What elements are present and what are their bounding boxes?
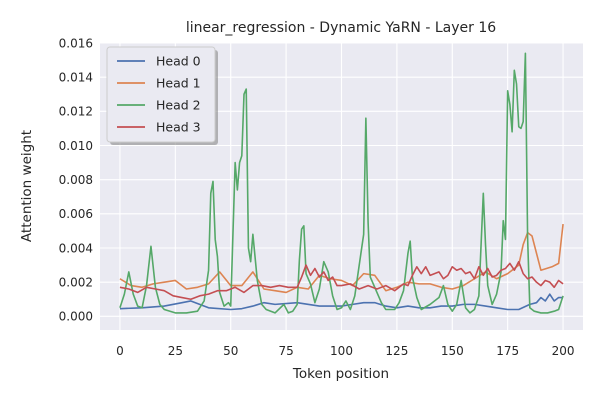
legend: Head 0 Head 1 Head 2 Head 3 [106,46,218,145]
x-axis-label: Token position [292,366,389,382]
x-tick-label: 25 [168,344,183,358]
series-lines [119,52,564,314]
y-tick-label: 0.000 [59,310,93,324]
x-tick-labels: 0 25 50 75 100 125 150 175 200 [116,344,574,358]
y-tick-label: 0.002 [59,275,93,289]
y-tick-label: 0.014 [59,70,93,84]
legend-items: Head 0 Head 1 Head 2 Head 3 [117,54,201,135]
legend-label-head-0: Head 0 [156,54,201,69]
series-line-head-1 [119,223,564,294]
y-tick-label: 0.016 [59,36,93,50]
y-tick-label: 0.012 [59,105,93,119]
chart-title: linear_regression - Dynamic YaRN - Layer… [186,20,496,36]
y-tick-label: 0.004 [59,241,93,255]
series-line-head-2 [119,52,564,314]
legend-label-head-2: Head 2 [156,98,201,113]
x-tick-label: 175 [496,344,519,358]
series-line-head-3 [119,260,564,301]
legend-label-head-3: Head 3 [156,120,201,135]
y-tick-label: 0.008 [59,173,93,187]
x-tick-label: 0 [116,344,124,358]
x-tick-label: 50 [223,344,238,358]
series-line-head-0 [119,293,564,311]
x-tick-label: 125 [385,344,408,358]
x-tick-label: 100 [330,344,353,358]
y-axis-label: Attention weight [19,130,35,242]
y-tick-label: 0.010 [59,139,93,153]
x-tick-label: 75 [278,344,293,358]
y-tick-label: 0.006 [59,207,93,221]
legend-box [106,46,216,143]
x-tick-label: 200 [552,344,575,358]
legend-label-head-1: Head 1 [156,76,201,91]
x-tick-label: 150 [441,344,464,358]
y-tick-labels: 0.000 0.002 0.004 0.006 0.008 0.010 0.012 0.014… [59,36,93,323]
